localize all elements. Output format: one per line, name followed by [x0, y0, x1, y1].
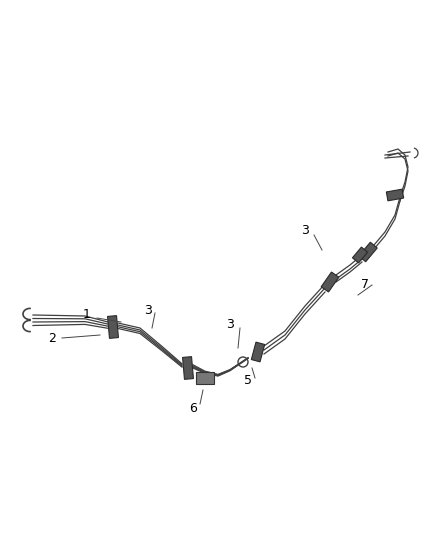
Bar [359, 242, 377, 262]
Text: 3: 3 [226, 319, 234, 332]
Text: 1: 1 [83, 309, 91, 321]
Bar [251, 342, 265, 362]
Text: 5: 5 [244, 374, 252, 386]
Bar [183, 357, 194, 379]
Bar [321, 272, 339, 292]
Text: 2: 2 [48, 332, 56, 344]
Text: 7: 7 [361, 279, 369, 292]
Bar [386, 189, 404, 201]
Text: 6: 6 [189, 401, 197, 415]
Bar [353, 247, 367, 263]
Bar [108, 316, 118, 338]
Bar [196, 372, 214, 384]
Text: 3: 3 [301, 223, 309, 237]
Text: 3: 3 [144, 303, 152, 317]
